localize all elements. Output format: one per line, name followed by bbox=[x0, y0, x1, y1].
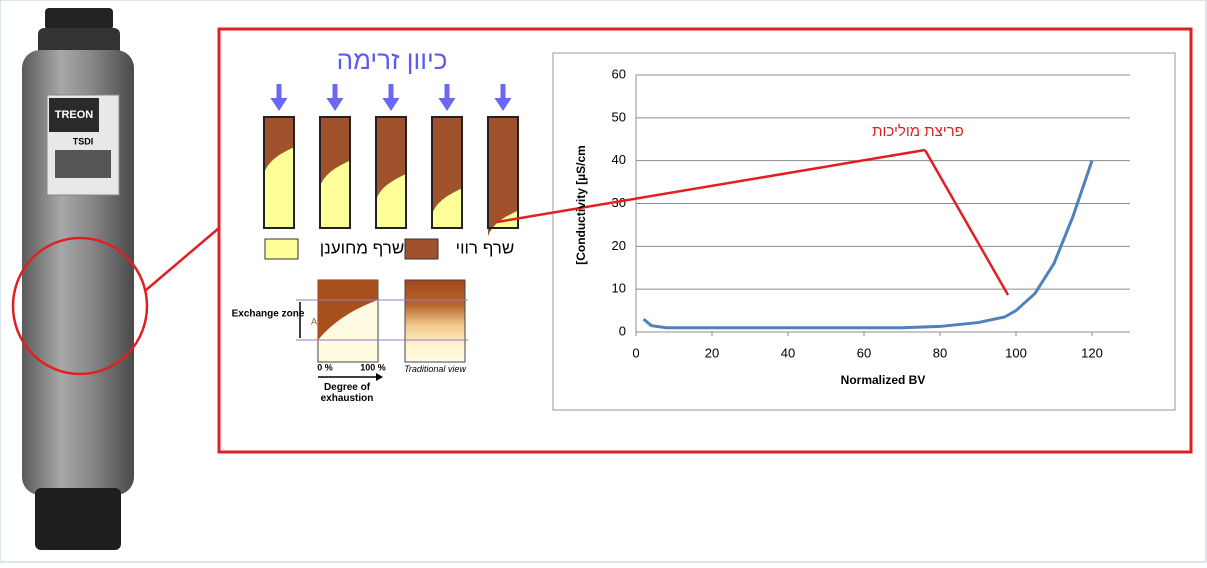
traditional-label: Traditional view bbox=[404, 364, 466, 374]
flow-arrow bbox=[494, 84, 512, 111]
zone-label: Exchange zone bbox=[232, 309, 305, 320]
flow-arrow bbox=[326, 84, 344, 111]
traditional-column bbox=[404, 279, 466, 363]
degree-label: Degree of exhaustion bbox=[320, 382, 374, 404]
x-tick-label: 40 bbox=[781, 345, 795, 360]
legend-swatch bbox=[264, 238, 299, 260]
y-tick-label: 60 bbox=[612, 66, 626, 81]
x-tick-label: 80 bbox=[933, 345, 947, 360]
x-axis-title: Normalized BV bbox=[841, 373, 926, 387]
annotation: פריצת מוליכות bbox=[872, 123, 964, 140]
flow-arrow bbox=[382, 84, 400, 111]
chart-frame bbox=[552, 52, 1176, 411]
zone-exhausted bbox=[318, 280, 378, 340]
zone-end: 100 % bbox=[360, 362, 386, 372]
exhausted-resin bbox=[488, 117, 518, 237]
column-outline bbox=[319, 116, 351, 229]
column-outline bbox=[487, 116, 519, 229]
legend-swatch bbox=[404, 238, 439, 260]
annotation-line bbox=[496, 148, 926, 224]
columns bbox=[263, 84, 519, 237]
x-tick-label: 60 bbox=[857, 345, 871, 360]
tank-brand: TREON bbox=[55, 109, 94, 121]
exhausted-resin bbox=[320, 117, 350, 187]
annotation-line bbox=[923, 149, 1010, 296]
highlight-circle bbox=[11, 236, 149, 376]
flow-title: כיוון זרימה bbox=[337, 45, 448, 75]
flow-arrow bbox=[270, 84, 288, 111]
column-outline bbox=[431, 116, 463, 229]
y-tick-label: 50 bbox=[612, 109, 626, 124]
y-tick-label: 20 bbox=[612, 238, 626, 253]
chart: 0102030405060020406080100120 bbox=[612, 66, 1130, 360]
degree-arrowhead bbox=[376, 373, 383, 381]
x-tick-label: 100 bbox=[1005, 345, 1027, 360]
degree-label-box: Degree of exhaustion bbox=[320, 382, 374, 404]
y-tick-label: 0 bbox=[619, 323, 626, 338]
connector bbox=[145, 227, 220, 291]
legend-label: שרף רווי bbox=[456, 238, 515, 257]
exhausted-resin bbox=[432, 117, 462, 215]
flow-arrow bbox=[438, 84, 456, 111]
x-tick-label: 20 bbox=[705, 345, 719, 360]
exhausted-resin bbox=[264, 117, 294, 174]
y-axis-title: [Conductivity [µS/cm bbox=[574, 145, 588, 265]
legend-label: שרף מחוענן bbox=[320, 238, 405, 257]
traditional-label-box: Traditional view bbox=[404, 364, 466, 374]
detail-box bbox=[217, 27, 1193, 454]
y-tick-label: 40 bbox=[612, 152, 626, 167]
x-tick-label: 120 bbox=[1081, 345, 1103, 360]
zone-marker: A bbox=[311, 316, 317, 326]
column-outline bbox=[263, 116, 295, 229]
tank-model: TSDI bbox=[73, 136, 94, 146]
y-tick-label: 10 bbox=[612, 281, 626, 296]
exhausted-resin bbox=[376, 117, 406, 200]
x-tick-label: 0 bbox=[632, 345, 639, 360]
zone-start: 0 % bbox=[317, 362, 333, 372]
column-outline bbox=[375, 116, 407, 229]
tank: TREON TSDI bbox=[22, 8, 134, 550]
data-line bbox=[642, 160, 1094, 330]
